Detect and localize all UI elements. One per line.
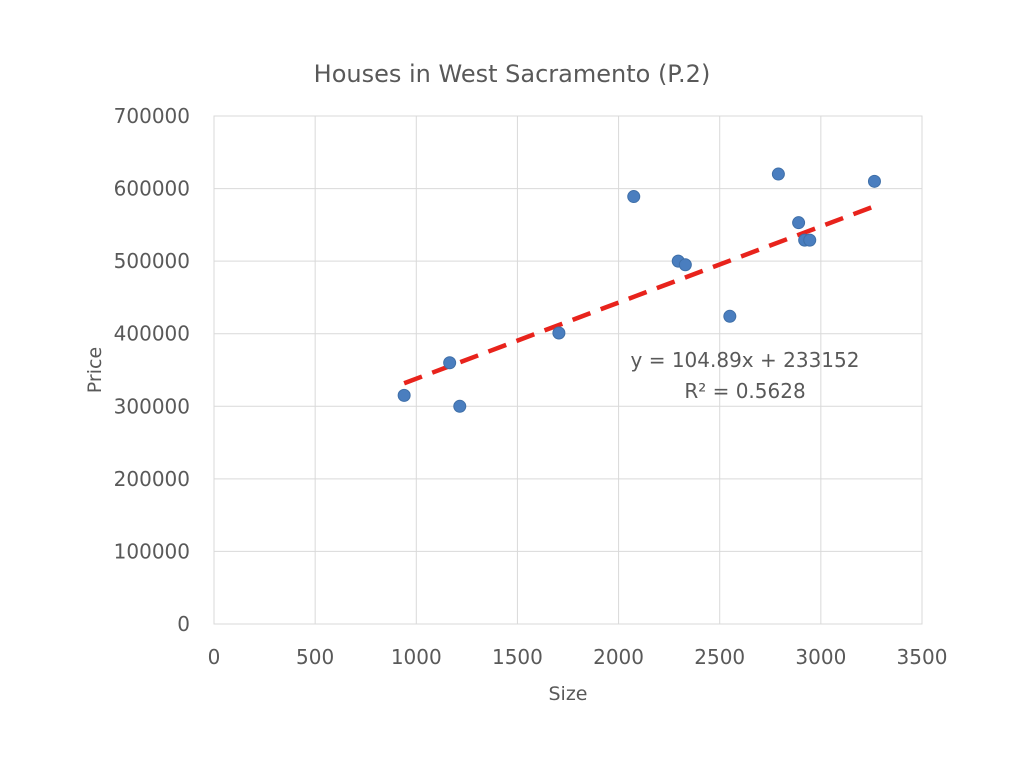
data-point (627, 190, 641, 204)
x-axis-label: Size (548, 683, 587, 705)
y-tick-label: 300000 (114, 394, 190, 418)
data-point (397, 388, 411, 402)
data-point (678, 258, 692, 272)
data-point (803, 233, 817, 247)
trendline (403, 204, 876, 386)
data-point (867, 174, 881, 188)
grid (214, 116, 922, 624)
y-tick-label: 400000 (114, 322, 190, 346)
data-point (792, 216, 806, 230)
x-tick-label: 2500 (694, 645, 745, 669)
y-tick-label: 100000 (114, 539, 190, 563)
data-point (723, 309, 737, 323)
data-point (443, 356, 457, 370)
x-tick-label: 2000 (593, 645, 644, 669)
x-tick-label: 1000 (391, 645, 442, 669)
data-point (552, 326, 566, 340)
x-tick-label: 1500 (492, 645, 543, 669)
y-tick-label: 500000 (114, 249, 190, 273)
x-tick-label: 3000 (795, 645, 846, 669)
data-point (453, 399, 467, 413)
data-point (771, 167, 785, 181)
y-axis-label: Price (84, 347, 106, 393)
x-tick-label: 500 (296, 645, 334, 669)
data-points (397, 167, 881, 413)
y-tick-label: 200000 (114, 467, 190, 491)
trendline-equation: y = 104.89x + 233152 (631, 348, 860, 372)
x-axis-ticks: 0 500 1000 1500 2000 2500 3000 3500 (208, 645, 948, 669)
y-tick-label: 0 (177, 612, 190, 636)
y-tick-label: 700000 (114, 104, 190, 128)
x-tick-label: 0 (208, 645, 221, 669)
y-axis-ticks: 0 100000 200000 300000 400000 500000 600000 700… (114, 104, 190, 636)
trendline-r-squared: R² = 0.5628 (684, 379, 805, 403)
chart-title: Houses in West Sacramento (P.2) (314, 60, 711, 88)
y-tick-label: 600000 (114, 177, 190, 201)
plot-frame (213, 115, 923, 625)
x-tick-label: 3500 (897, 645, 948, 669)
